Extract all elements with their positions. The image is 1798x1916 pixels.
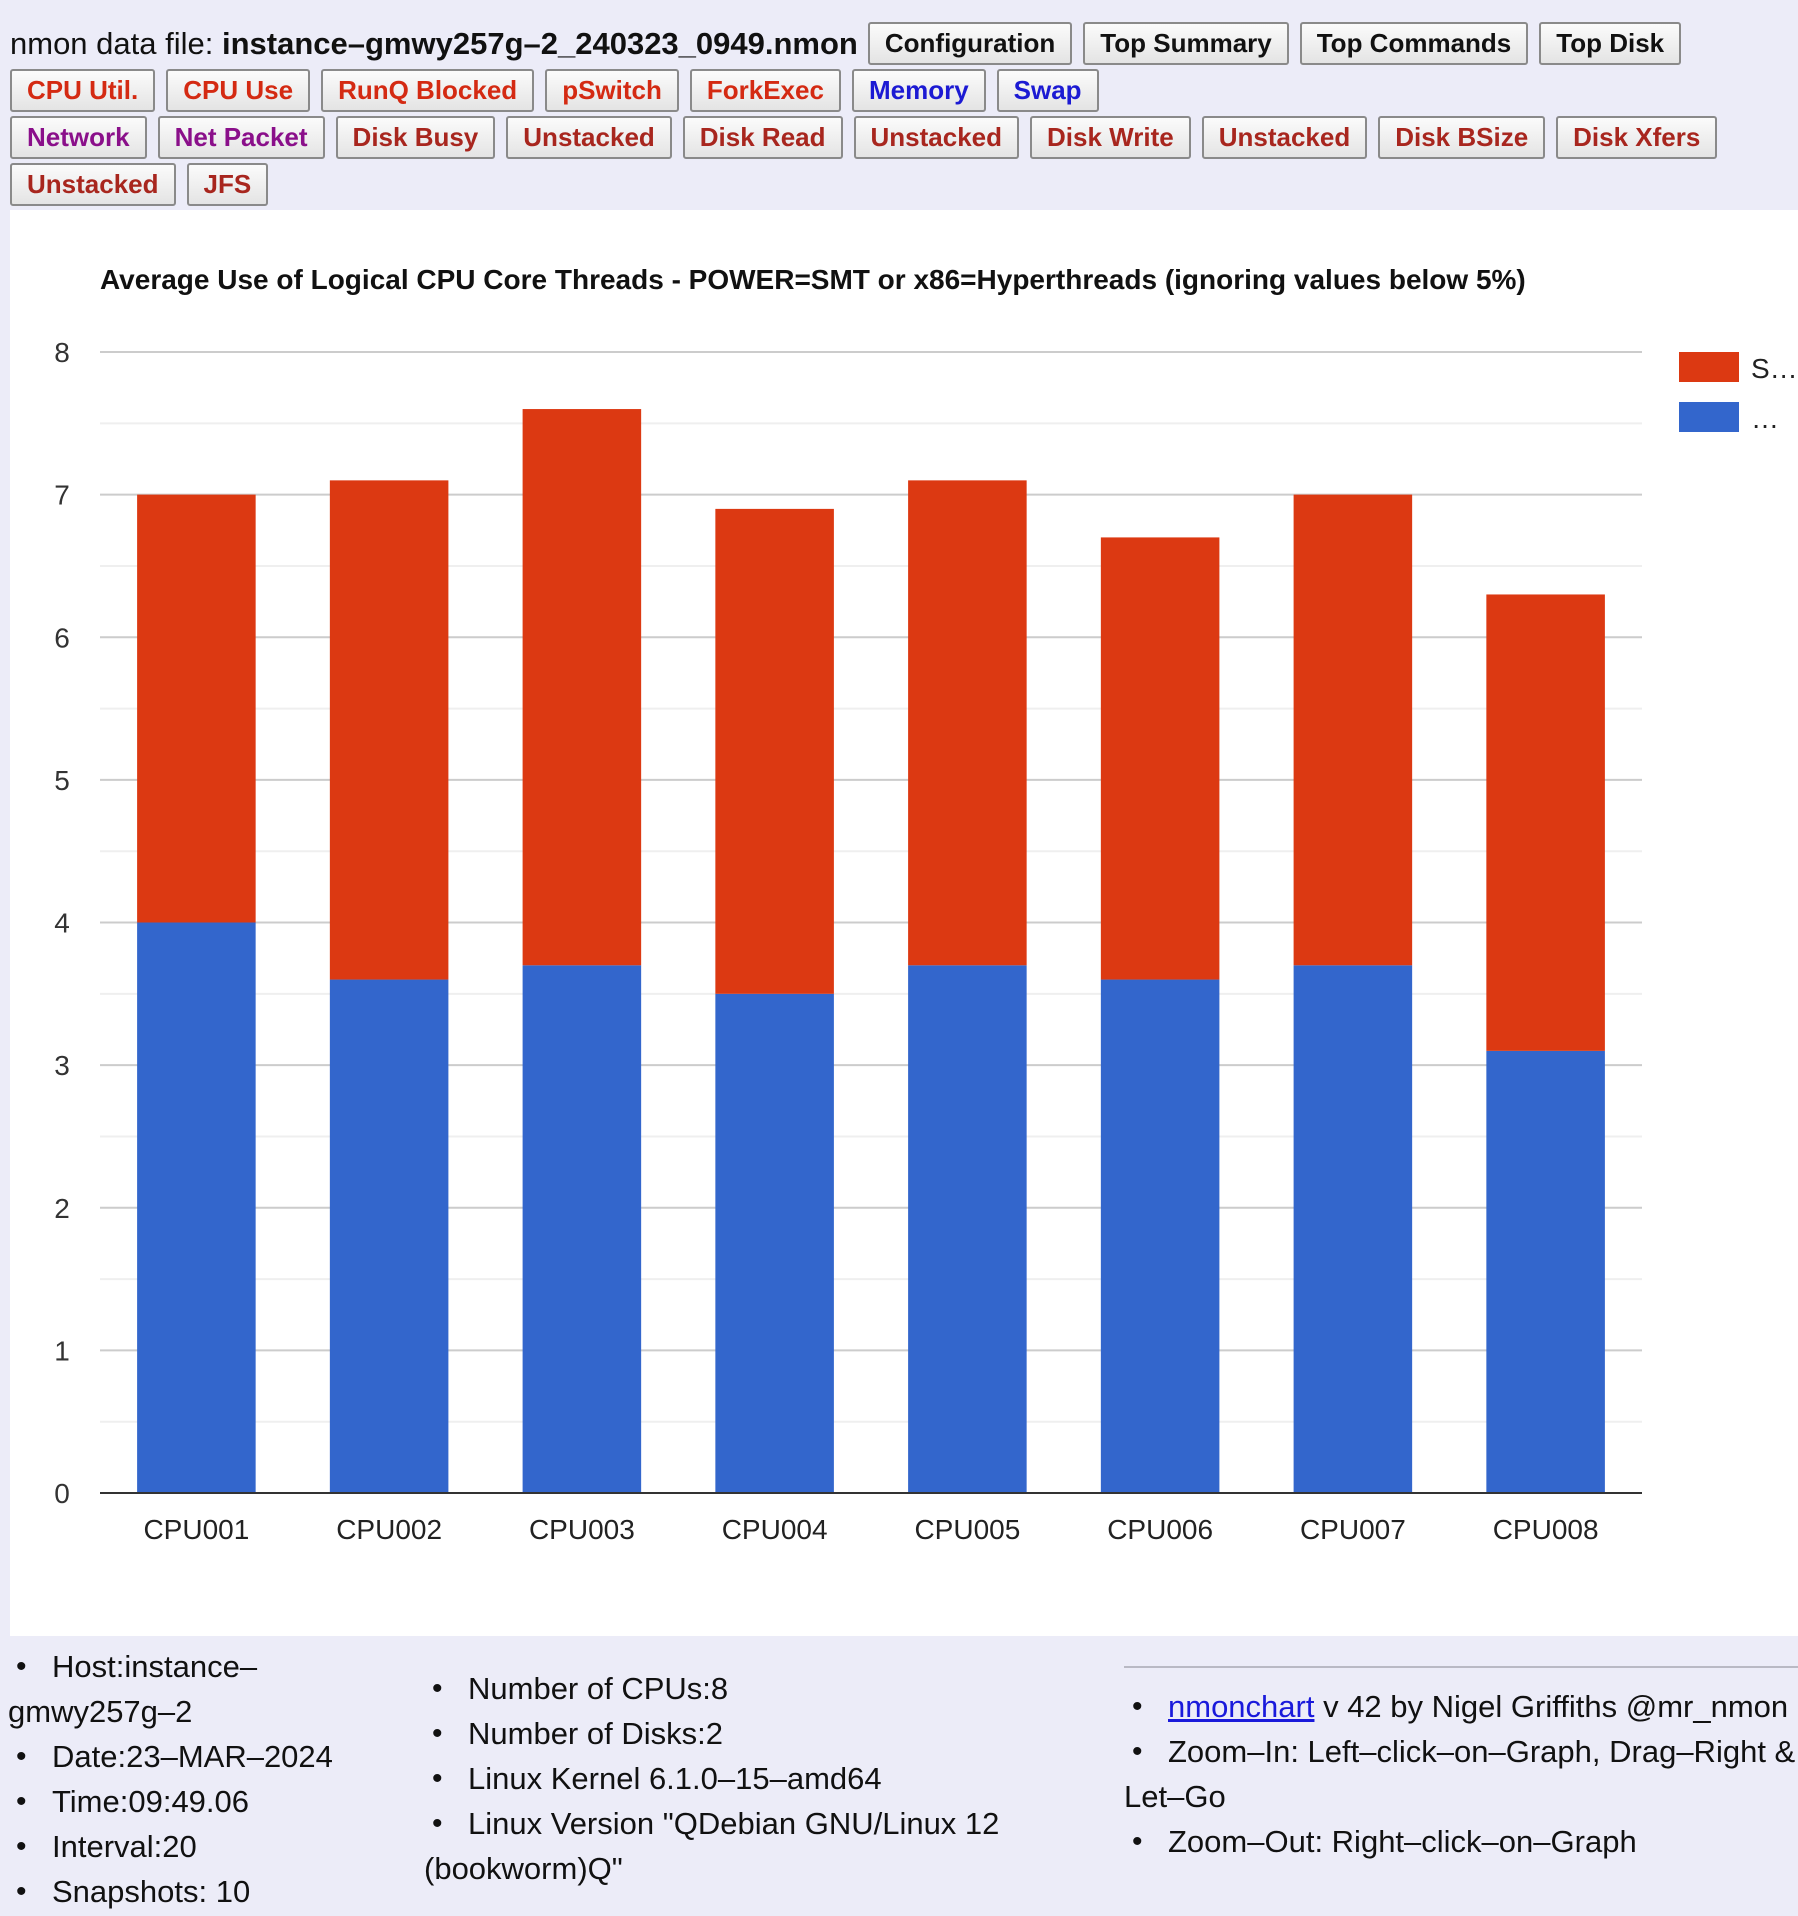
x-tick-label: CPU003 [529, 1514, 635, 1545]
top-summary-button[interactable]: Top Summary [1083, 22, 1289, 65]
y-tick-label: 8 [54, 337, 70, 368]
legend-swatch [1679, 352, 1739, 382]
info-column-system: Number of CPUs:8 Number of Disks:2 Linux… [424, 1666, 1064, 1891]
disk-write-button[interactable]: Disk Write [1030, 116, 1191, 159]
header-row-3: Network Net Packet Disk Busy Unstacked Disk … [10, 114, 1790, 161]
info-interval: Interval:20 [8, 1824, 388, 1869]
x-tick-label: CPU004 [722, 1514, 828, 1545]
info-date: Date:23–MAR–2024 [8, 1734, 388, 1779]
info-host: Host:instance–gmwy257g–2 [8, 1644, 388, 1734]
jfs-button[interactable]: JFS [186, 163, 269, 206]
bar-cpu006-series-2 [1100, 537, 1220, 980]
memory-button[interactable]: Memory [851, 69, 986, 112]
header-row-2: CPU Util. CPU Use RunQ Blocked pSwitch ForkE… [10, 67, 1790, 114]
y-tick-label: 3 [54, 1050, 70, 1081]
info-column-host: Host:instance–gmwy257g–2 Date:23–MAR–202… [8, 1644, 388, 1914]
x-tick-label: CPU005 [914, 1514, 1020, 1545]
top-disk-button[interactable]: Top Disk [1539, 22, 1682, 65]
network-button[interactable]: Network [10, 116, 147, 159]
file-label: nmon data file: instance–gmwy257g–2_2403… [10, 25, 858, 61]
y-tick-label: 5 [54, 765, 70, 796]
legend-label: S… [1751, 353, 1798, 384]
configuration-button[interactable]: Configuration [867, 22, 1073, 65]
bar-cpu002-series-2 [329, 480, 449, 980]
disk-read-button[interactable]: Disk Read [682, 116, 843, 159]
info-time: Time:09:49.06 [8, 1779, 388, 1824]
bar-cpu003-series-2 [522, 409, 642, 966]
header-row-1: nmon data file: instance–gmwy257g–2_2403… [10, 20, 1790, 67]
bar-cpu005-series-2 [908, 480, 1027, 966]
runq-blocked-button[interactable]: RunQ Blocked [321, 69, 535, 112]
x-tick-label: CPU006 [1107, 1514, 1213, 1545]
info-zoom-in: Zoom–In: Left–click–on–Graph, Drag–Right… [1124, 1729, 1798, 1819]
chart-panel[interactable]: Average Use of Logical CPU Core Threads … [10, 210, 1798, 1636]
y-tick-label: 0 [54, 1478, 70, 1509]
y-tick-label: 1 [54, 1335, 70, 1366]
bar-cpu008-series-2 [1486, 594, 1605, 1051]
unstacked-3-button[interactable]: Unstacked [1201, 116, 1368, 159]
cpu-use-chart[interactable]: Average Use of Logical CPU Core Threads … [10, 210, 1798, 1636]
bar-cpu005-series-1 [908, 965, 1027, 1493]
unstacked-2-button[interactable]: Unstacked [853, 116, 1020, 159]
y-tick-label: 4 [54, 908, 70, 939]
pswitch-button[interactable]: pSwitch [545, 69, 679, 112]
bar-cpu002-series-1 [329, 979, 449, 1493]
cpu-use-button[interactable]: CPU Use [166, 69, 311, 112]
disk-busy-button[interactable]: Disk Busy [335, 116, 496, 159]
bar-cpu001-series-1 [137, 922, 256, 1493]
bar-cpu007-series-1 [1293, 965, 1413, 1493]
y-tick-label: 7 [54, 480, 70, 511]
swap-button[interactable]: Swap [996, 69, 1099, 112]
disk-bsize-button[interactable]: Disk BSize [1378, 116, 1546, 159]
info-zoom-out: Zoom–Out: Right–click–on–Graph [1124, 1819, 1798, 1864]
info-footer: Host:instance–gmwy257g–2 Date:23–MAR–202… [0, 1636, 1798, 1916]
unstacked-button[interactable]: Unstacked [506, 116, 672, 159]
top-commands-button[interactable]: Top Commands [1299, 22, 1529, 65]
header: nmon data file: instance–gmwy257g–2_2403… [10, 20, 1790, 208]
bar-cpu003-series-1 [522, 965, 642, 1493]
info-credit: nmonchart v 42 by Nigel Griffiths @mr_nm… [1124, 1684, 1798, 1729]
bar-cpu008-series-1 [1486, 1050, 1605, 1493]
x-tick-label: CPU002 [336, 1514, 442, 1545]
bar-cpu004-series-2 [715, 508, 834, 994]
x-tick-label: CPU007 [1300, 1514, 1406, 1545]
info-cpus: Number of CPUs:8 [424, 1666, 1064, 1711]
legend-label: … [1751, 403, 1779, 434]
cpu-util-button[interactable]: CPU Util. [10, 69, 156, 112]
y-tick-label: 6 [54, 622, 70, 653]
chart-title: Average Use of Logical CPU Core Threads … [100, 264, 1526, 295]
disk-xfers-button[interactable]: Disk Xfers [1556, 116, 1718, 159]
forkexec-button[interactable]: ForkExec [689, 69, 841, 112]
bar-cpu006-series-1 [1100, 979, 1220, 1493]
info-kernel: Linux Kernel 6.1.0–15–amd64 [424, 1756, 1064, 1801]
x-tick-label: CPU008 [1493, 1514, 1599, 1545]
y-tick-label: 2 [54, 1193, 70, 1224]
unstacked-4-button[interactable]: Unstacked [10, 163, 176, 206]
info-disks: Number of Disks:2 [424, 1711, 1064, 1756]
nmonchart-link[interactable]: nmonchart [1168, 1689, 1315, 1724]
x-tick-label: CPU001 [143, 1514, 249, 1545]
legend-swatch [1679, 402, 1739, 432]
file-name: instance–gmwy257g–2_240323_0949.nmon [221, 25, 858, 61]
info-snapshots: Snapshots: 10 [8, 1869, 388, 1914]
credit-text: v 42 by Nigel Griffiths @mr_nmon [1314, 1689, 1789, 1724]
bar-cpu007-series-2 [1293, 494, 1413, 966]
info-column-credits: nmonchart v 42 by Nigel Griffiths @mr_nm… [1124, 1666, 1798, 1864]
bar-cpu004-series-1 [715, 993, 834, 1493]
net-packet-button[interactable]: Net Packet [157, 116, 325, 159]
header-row-4: Unstacked JFS [10, 161, 1790, 208]
bar-cpu001-series-2 [137, 494, 256, 923]
info-version: Linux Version "QDebian GNU/Linux 12 (boo… [424, 1801, 1064, 1891]
